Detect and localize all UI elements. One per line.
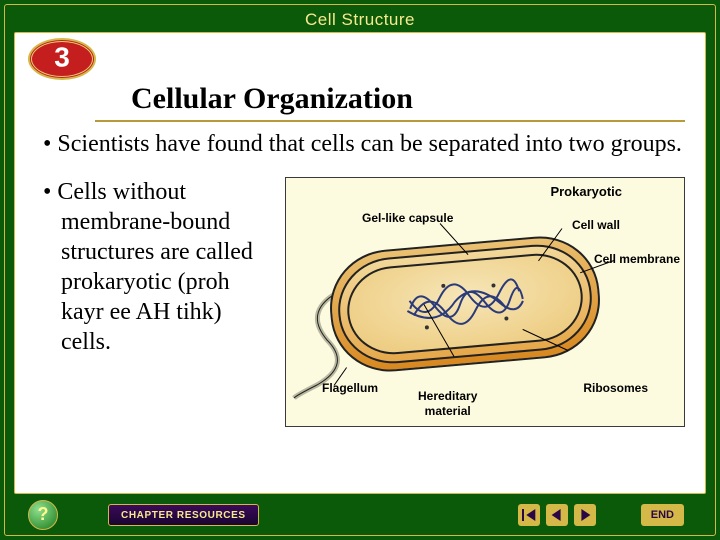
label-hereditary: Hereditary material (418, 389, 477, 419)
header-label: Cell Structure (305, 10, 415, 30)
chapter-badge: 3 (28, 38, 96, 80)
bullet-2: • Cells without membrane-bound structure… (43, 177, 275, 357)
nav-button-group (518, 504, 596, 526)
triangle-right-icon (581, 509, 590, 521)
footer-bar: CHAPTER RESOURCES END (14, 496, 706, 534)
resources-label: CHAPTER RESOURCES (121, 510, 246, 521)
title-bar: Cellular Organization (95, 78, 685, 122)
help-button[interactable] (28, 500, 58, 530)
label-cellwall: Cell wall (572, 218, 620, 233)
nav-next-button[interactable] (574, 504, 596, 526)
label-ribosomes: Ribosomes (583, 381, 648, 396)
bar-icon (522, 509, 524, 521)
slide-title: Cellular Organization (131, 82, 413, 115)
end-button[interactable]: END (641, 504, 684, 526)
prokaryotic-diagram: Prokaryotic (285, 177, 685, 427)
cell-capsule (325, 231, 605, 376)
cell-wall-shape (334, 240, 596, 368)
content-panel: Cellular Organization • Scientists have … (14, 32, 706, 494)
hereditary-material-shape (403, 271, 527, 337)
bullet-1: • Scientists have found that cells can b… (43, 129, 685, 159)
triangle-left-icon (526, 509, 535, 521)
chapter-resources-button[interactable]: CHAPTER RESOURCES (108, 504, 259, 526)
content-row-2: • Cells without membrane-bound structure… (43, 177, 685, 427)
nav-prev-button[interactable] (546, 504, 568, 526)
nav-first-button[interactable] (518, 504, 540, 526)
diagram-title: Prokaryotic (550, 184, 622, 200)
content-area: • Scientists have found that cells can b… (43, 129, 685, 427)
label-membrane: Cell membrane (594, 252, 680, 267)
chapter-number: 3 (54, 42, 70, 74)
end-label: END (651, 509, 674, 521)
label-flagellum: Flagellum (322, 381, 378, 396)
triangle-left-icon (552, 509, 561, 521)
